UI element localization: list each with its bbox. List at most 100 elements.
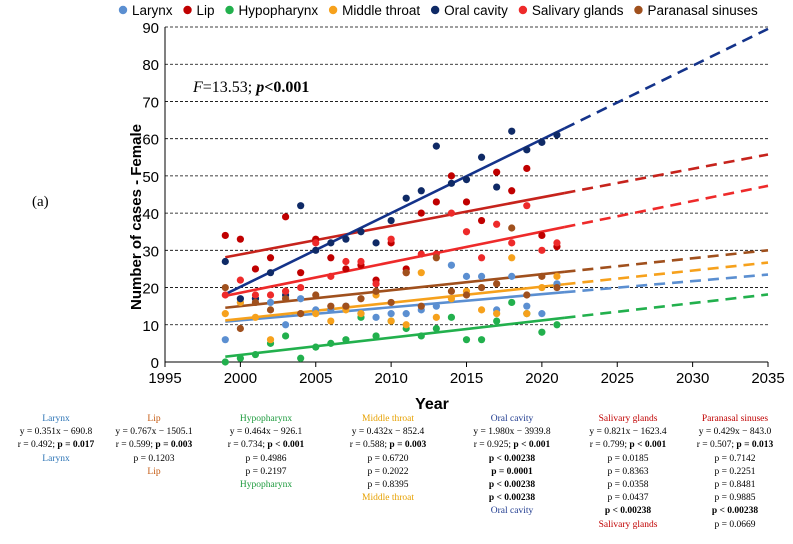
stats-column-lip: Lip y = 0.767x − 1505.1 r = 0.599; p = 0.0… <box>98 413 210 479</box>
data-point-salivary-glands <box>553 239 561 247</box>
comparison-p-value: p = 0.0669 <box>714 519 756 530</box>
data-point-paranasal-sinuses <box>553 283 561 292</box>
data-point-lip <box>236 235 244 243</box>
data-point-middle-throat <box>447 295 456 303</box>
correlation-line: r = 0.588; p = 0.003 <box>332 439 444 452</box>
data-point-larynx <box>221 336 229 344</box>
correlation-line: r = 0.492; p = 0.017 <box>0 439 112 452</box>
data-point-paranasal-sinuses <box>236 324 244 333</box>
stats-column-oral-cavity: Oral cavity y = 1.980x − 3939.8 r = 0.925;… <box>456 413 568 519</box>
regression-equation: y = 0.821x − 1623.4 <box>589 427 667 438</box>
data-point-salivary-glands <box>462 228 471 236</box>
comparison-p-value: p = 0.0001 <box>491 466 533 477</box>
y-tick-label: 60 <box>142 132 159 149</box>
data-point-lip <box>493 168 501 176</box>
stats-footer: Oral cavity <box>490 506 534 517</box>
data-point-oral-cavity <box>342 235 350 243</box>
data-point-larynx <box>432 302 440 310</box>
regression-equation: y = 1.980x − 3939.8 <box>473 427 551 438</box>
r-value: r = 0.799; <box>589 440 630 451</box>
data-point-oral-cavity <box>387 216 395 225</box>
data-point-larynx <box>508 272 516 280</box>
x-axis-title: Year <box>415 396 449 410</box>
data-point-salivary-glands <box>357 257 365 266</box>
data-point-salivary-glands <box>221 291 229 299</box>
data-point-oral-cavity <box>327 239 335 247</box>
projection-line-middle-throat <box>564 261 769 286</box>
trend-line-larynx <box>225 290 565 323</box>
data-point-middle-throat <box>523 310 531 318</box>
data-point-oral-cavity <box>477 153 486 161</box>
data-point-hypopharynx <box>538 328 546 336</box>
y-tick-label: 50 <box>142 169 159 186</box>
data-point-oral-cavity <box>523 146 531 154</box>
y-tick-label: 20 <box>142 281 159 298</box>
y-tick-label: 0 <box>151 355 159 372</box>
data-point-salivary-glands <box>282 287 290 295</box>
stats-column-hypopharynx: Hypopharynx y = 0.464x − 926.1 r = 0.734; … <box>210 413 322 492</box>
comparison-p-value: p < 0.00238 <box>488 493 536 504</box>
comparison-p-value: p = 0.8481 <box>714 480 756 491</box>
legend-label: Paranasal sinuses <box>647 3 758 18</box>
f-statistic: F=13.53; p<0.001 <box>192 79 309 96</box>
data-point-hypopharynx <box>493 317 501 325</box>
y-tick-label: 90 <box>142 20 159 37</box>
r-value: r = 0.734; <box>227 440 268 451</box>
x-tick-label: 2005 <box>299 370 332 387</box>
correlation-line: r = 0.507; p = 0.013 <box>679 439 791 452</box>
data-point-oral-cavity <box>221 257 229 266</box>
legend-label: Salivary glands <box>532 3 624 18</box>
comparison-p-value: p = 0.8395 <box>367 480 409 491</box>
comparison-p-value: p < 0.00238 <box>488 453 536 464</box>
legend-label: Larynx <box>132 3 173 18</box>
data-point-middle-throat <box>508 254 516 262</box>
data-point-salivary-glands <box>266 291 275 299</box>
data-point-larynx <box>387 310 395 318</box>
data-point-paranasal-sinuses <box>447 287 456 295</box>
legend-marker <box>183 5 192 15</box>
data-point-hypopharynx <box>312 343 320 351</box>
data-point-middle-throat <box>538 283 546 292</box>
r-value: r = 0.507; <box>696 440 737 451</box>
data-point-larynx <box>402 310 410 318</box>
panel-label: (a) <box>32 194 49 210</box>
comparison-p-value: p = 0.0437 <box>607 493 649 504</box>
legend: Larynx Lip Hypopharynx Middle throat Oral ca… <box>118 3 758 18</box>
data-point-paranasal-sinuses <box>221 283 229 292</box>
comparison-p-value: p = 0.2022 <box>367 466 409 477</box>
data-point-oral-cavity <box>538 138 546 146</box>
data-point-larynx <box>372 313 380 321</box>
p-value: p < 0.001 <box>513 440 551 451</box>
comparison-p-value: p = 0.6720 <box>367 453 409 464</box>
stats-column-larynx: Larynx y = 0.351x − 690.8 r = 0.492; p = 0… <box>0 413 112 466</box>
data-point-paranasal-sinuses <box>372 287 380 295</box>
data-point-salivary-glands <box>417 250 425 258</box>
legend-marker <box>328 5 338 15</box>
regression-equation: y = 0.767x − 1505.1 <box>115 427 193 438</box>
correlation-line: r = 0.734; p < 0.001 <box>210 439 322 452</box>
stats-title: Hypopharynx <box>239 414 293 424</box>
data-point-paranasal-sinuses <box>342 302 350 310</box>
legend-label: Middle throat <box>342 3 420 18</box>
legend-marker <box>225 5 234 15</box>
data-point-hypopharynx <box>417 332 425 340</box>
data-point-oral-cavity <box>432 142 440 150</box>
regression-equation: y = 0.351x − 690.8 <box>19 427 93 438</box>
data-point-paranasal-sinuses <box>477 283 486 292</box>
data-point-lip <box>447 172 456 180</box>
data-point-larynx <box>282 321 290 329</box>
data-point-middle-throat <box>221 310 229 318</box>
data-point-oral-cavity <box>236 295 244 303</box>
data-point-middle-throat <box>402 321 410 329</box>
comparison-p-value: p = 0.4986 <box>245 453 287 464</box>
data-point-paranasal-sinuses <box>387 298 395 307</box>
data-point-lip <box>282 213 290 221</box>
x-tick-label: 2015 <box>450 370 483 387</box>
p-value: p < 0.001 <box>629 440 667 451</box>
data-point-hypopharynx <box>297 354 305 362</box>
correlation-line: r = 0.925; p < 0.001 <box>456 439 568 452</box>
data-point-lip <box>221 231 229 240</box>
f-symbol: F <box>192 79 203 96</box>
stats-footer: Salivary glands <box>598 519 658 530</box>
data-point-oral-cavity <box>553 131 561 139</box>
